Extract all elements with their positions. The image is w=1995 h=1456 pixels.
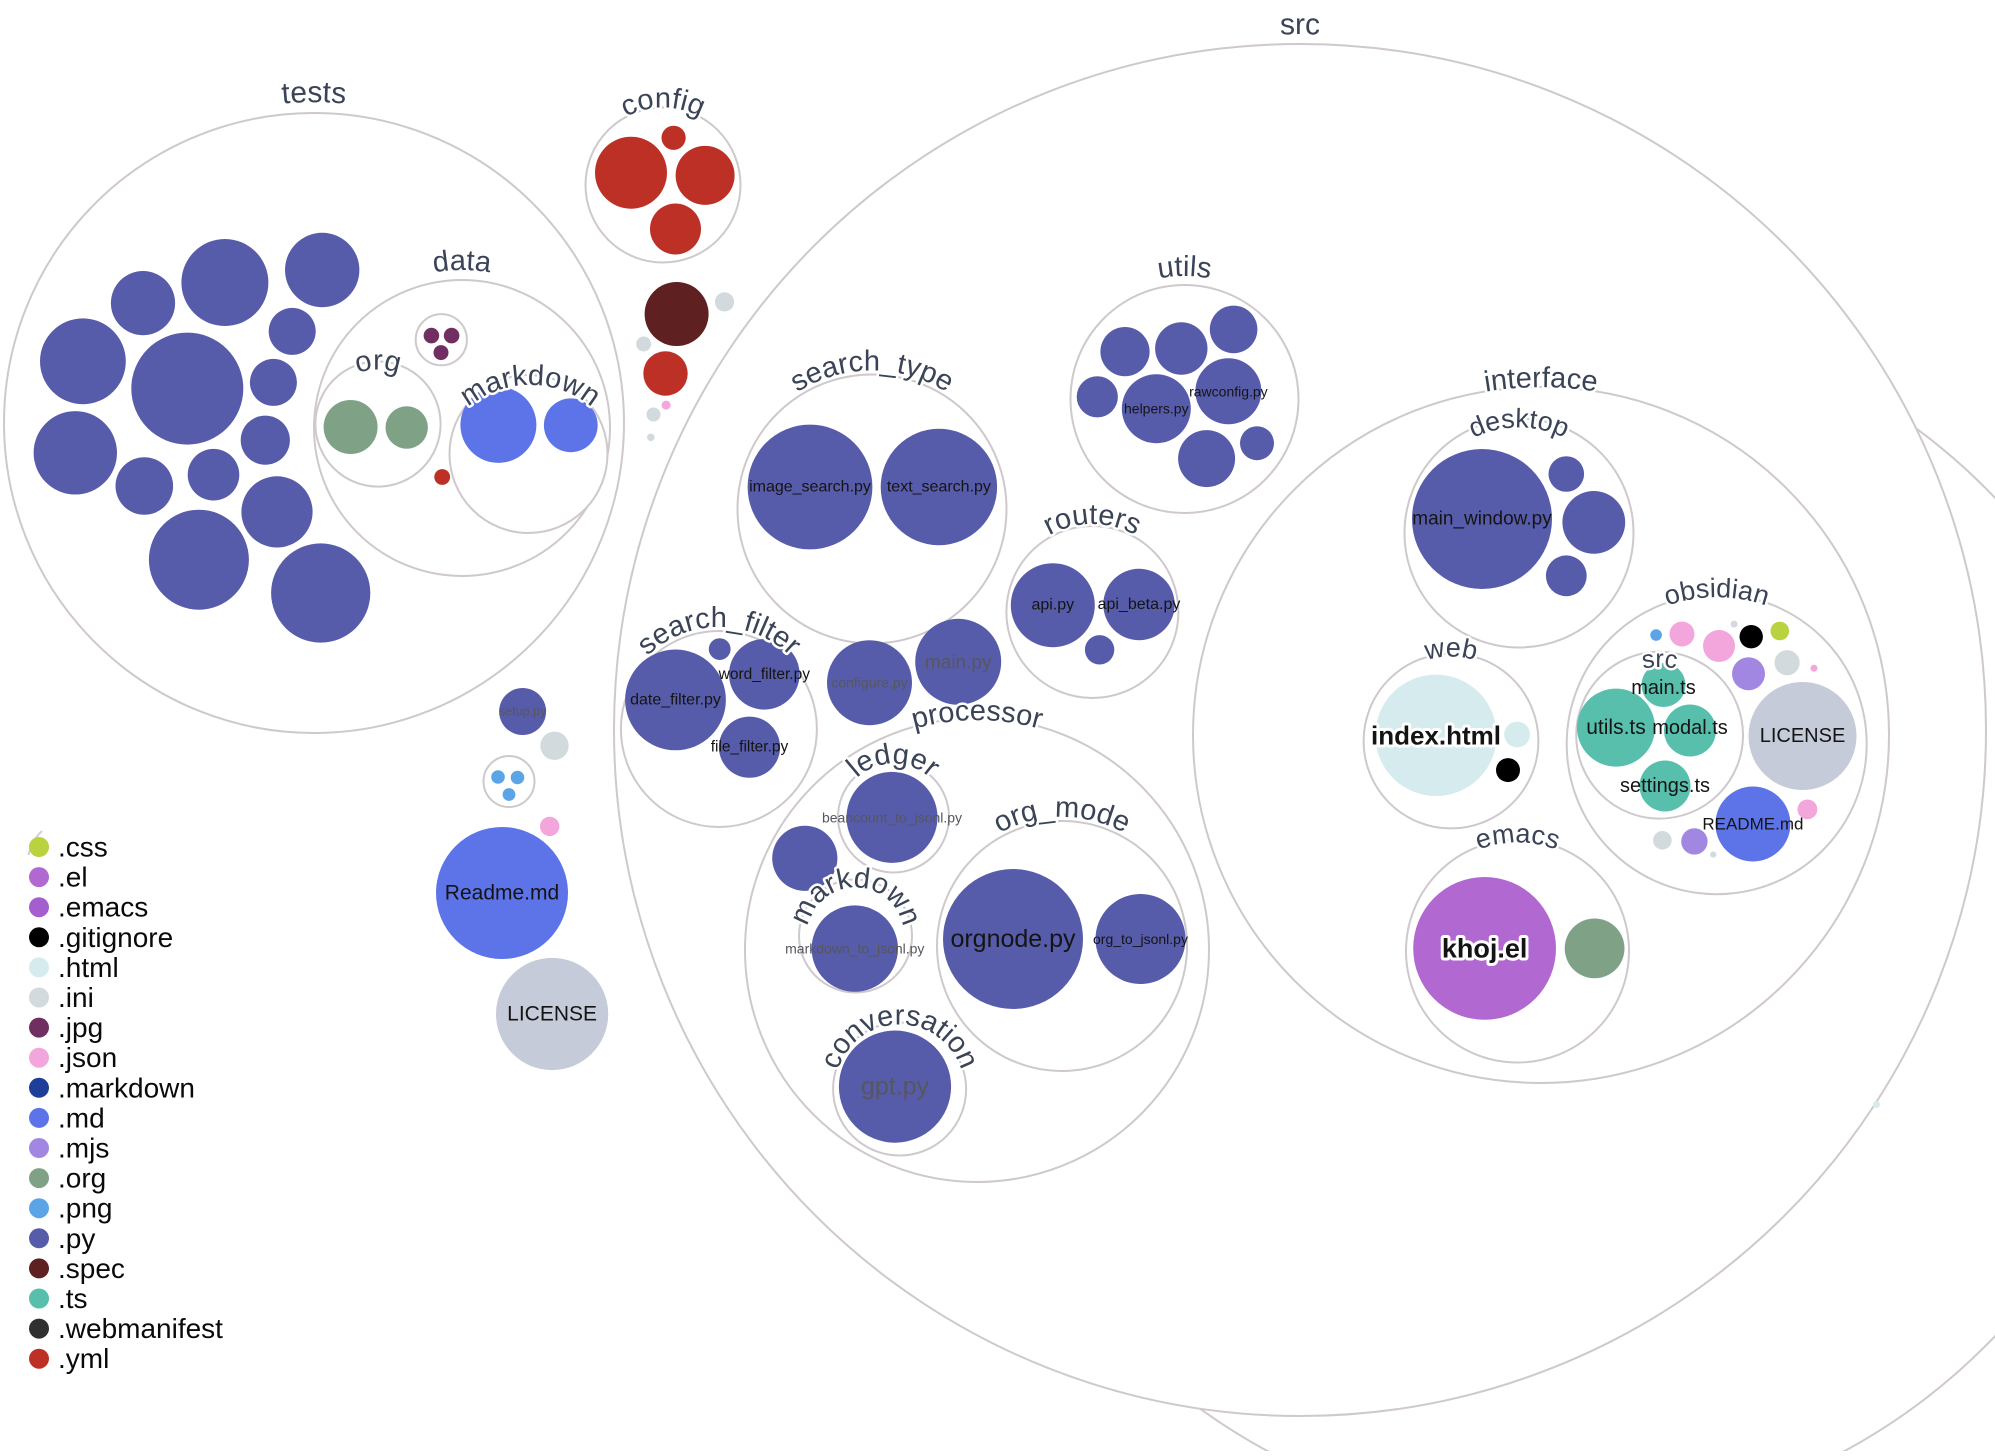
svg-text:utils: utils bbox=[1155, 251, 1214, 285]
svg-text:.py: .py bbox=[58, 1223, 95, 1254]
svg-text:.spec: .spec bbox=[58, 1253, 125, 1284]
svg-text:setup.py: setup.py bbox=[499, 705, 547, 719]
svg-text:date_filter.py: date_filter.py bbox=[630, 691, 721, 708]
svg-text:utils.ts: utils.ts bbox=[1586, 716, 1646, 739]
svg-text:api.py: api.py bbox=[1031, 597, 1074, 614]
svg-text:main.py: main.py bbox=[925, 653, 992, 674]
svg-text:Readme.md: Readme.md bbox=[445, 882, 559, 905]
svg-text:.ini: .ini bbox=[58, 982, 94, 1013]
svg-text:.el: .el bbox=[58, 862, 88, 893]
svg-text:markdown_to_jsonl.py: markdown_to_jsonl.py bbox=[785, 941, 924, 957]
svg-text:rawconfig.py: rawconfig.py bbox=[1189, 383, 1268, 399]
svg-text:src: src bbox=[1280, 8, 1321, 41]
svg-text:file_filter.py: file_filter.py bbox=[711, 739, 789, 756]
svg-text:.org: .org bbox=[58, 1163, 106, 1194]
svg-text:.gitignore: .gitignore bbox=[58, 922, 173, 953]
svg-text:khoj.el: khoj.el bbox=[1442, 933, 1528, 963]
svg-text:.webmanifest: .webmanifest bbox=[58, 1313, 223, 1344]
svg-text:org_to_jsonl.py: org_to_jsonl.py bbox=[1093, 931, 1188, 947]
svg-text:.emacs: .emacs bbox=[58, 892, 148, 923]
svg-text:README.md: README.md bbox=[1702, 815, 1803, 834]
svg-text:index.html: index.html bbox=[1371, 720, 1501, 750]
svg-text:configure.py: configure.py bbox=[831, 675, 907, 691]
svg-text:.md: .md bbox=[58, 1102, 105, 1133]
svg-text:.json: .json bbox=[58, 1042, 117, 1073]
svg-text:beancount_to_jsonl.py: beancount_to_jsonl.py bbox=[822, 809, 962, 825]
svg-text:.yml: .yml bbox=[58, 1343, 109, 1374]
svg-text:.markdown: .markdown bbox=[58, 1072, 195, 1103]
svg-text:web: web bbox=[1421, 632, 1480, 665]
svg-text:helpers.py: helpers.py bbox=[1124, 401, 1189, 417]
svg-text:LICENSE: LICENSE bbox=[1760, 725, 1846, 747]
svg-text:word_filter.py: word_filter.py bbox=[718, 666, 811, 683]
svg-text:.css: .css bbox=[58, 832, 108, 863]
svg-text:orgnode.py: orgnode.py bbox=[950, 925, 1076, 953]
svg-text:modal.ts: modal.ts bbox=[1652, 717, 1728, 739]
svg-text:.png: .png bbox=[58, 1193, 113, 1224]
svg-text:interface: interface bbox=[1482, 362, 1600, 398]
svg-text:.html: .html bbox=[58, 952, 119, 983]
svg-text:gpt.py: gpt.py bbox=[861, 1073, 930, 1101]
svg-text:settings.ts: settings.ts bbox=[1620, 775, 1710, 797]
svg-text:text_search.py: text_search.py bbox=[887, 479, 991, 496]
svg-text:org: org bbox=[352, 344, 405, 379]
svg-text:.ts: .ts bbox=[58, 1283, 88, 1314]
svg-text:image_search.py: image_search.py bbox=[749, 479, 871, 496]
svg-text:LICENSE: LICENSE bbox=[507, 1003, 597, 1026]
svg-text:.mjs: .mjs bbox=[58, 1133, 109, 1164]
svg-text:data: data bbox=[431, 245, 494, 280]
svg-text:main_window.py: main_window.py bbox=[1412, 509, 1552, 530]
svg-text:main.ts: main.ts bbox=[1631, 677, 1695, 699]
svg-text:src: src bbox=[1640, 645, 1680, 675]
svg-text:.jpg: .jpg bbox=[58, 1012, 103, 1043]
svg-text:api_beta.py: api_beta.py bbox=[1098, 596, 1181, 613]
